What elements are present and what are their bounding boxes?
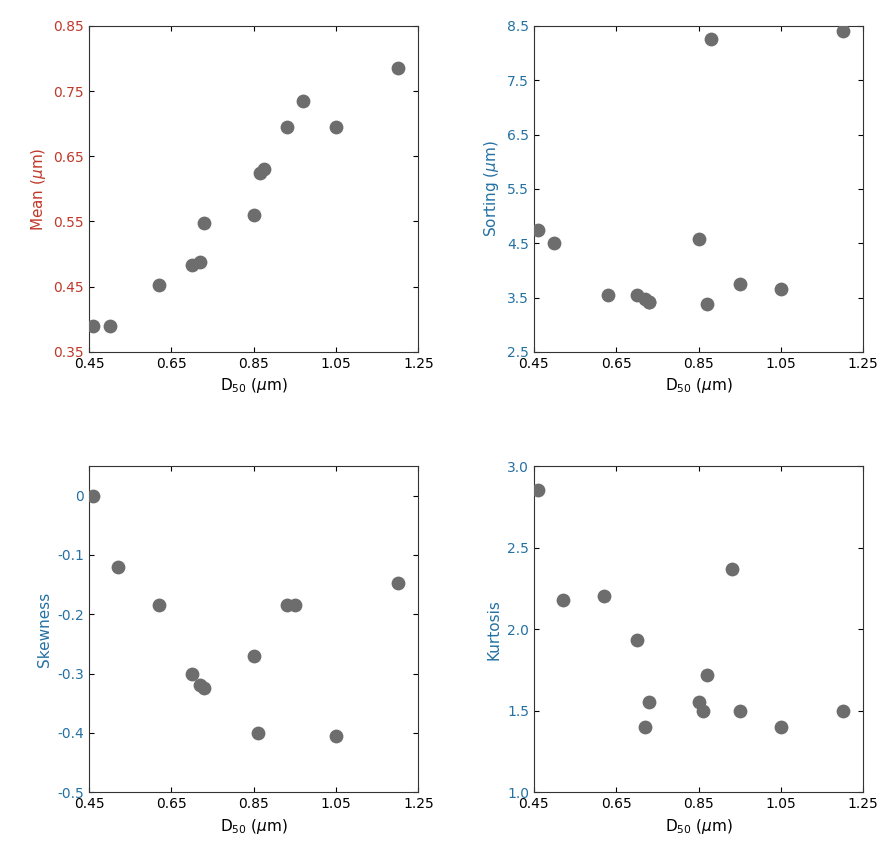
Point: [692, 696, 706, 709]
Point: [732, 277, 747, 291]
Point: [329, 120, 344, 133]
Point: [185, 666, 199, 680]
Point: [251, 726, 265, 740]
Point: [596, 590, 611, 604]
Point: [773, 720, 788, 734]
Y-axis label: Skewness: Skewness: [36, 592, 52, 666]
Point: [692, 232, 706, 246]
Point: [773, 282, 788, 296]
X-axis label: D$_{50}$ ($\mu$m): D$_{50}$ ($\mu$m): [220, 816, 287, 835]
Point: [296, 94, 311, 108]
Point: [247, 649, 261, 663]
Point: [279, 598, 294, 612]
Point: [836, 703, 850, 717]
Point: [724, 562, 739, 576]
X-axis label: D$_{50}$ ($\mu$m): D$_{50}$ ($\mu$m): [665, 816, 732, 835]
Point: [287, 598, 302, 612]
Point: [198, 681, 212, 695]
Point: [638, 720, 652, 734]
X-axis label: D$_{50}$ ($\mu$m): D$_{50}$ ($\mu$m): [220, 376, 287, 395]
Point: [279, 120, 294, 133]
Point: [530, 484, 545, 498]
Point: [185, 257, 199, 271]
Y-axis label: Kurtosis: Kurtosis: [487, 598, 501, 660]
Point: [102, 319, 117, 332]
Point: [638, 292, 652, 306]
Point: [732, 703, 747, 717]
Point: [696, 703, 710, 717]
Point: [86, 319, 101, 332]
Point: [629, 634, 643, 647]
Point: [253, 165, 267, 179]
Point: [193, 255, 207, 269]
Point: [700, 297, 714, 311]
Point: [547, 236, 562, 250]
Point: [152, 598, 166, 612]
Point: [601, 288, 615, 301]
Point: [642, 295, 656, 309]
Point: [700, 668, 714, 682]
Point: [152, 278, 166, 292]
Point: [257, 163, 271, 177]
Point: [555, 593, 570, 607]
Point: [110, 560, 125, 573]
Point: [193, 678, 207, 692]
Y-axis label: Sorting ($\mu$m): Sorting ($\mu$m): [482, 140, 501, 238]
Point: [86, 489, 101, 503]
Point: [198, 216, 212, 230]
Point: [629, 288, 643, 301]
Point: [530, 223, 545, 237]
Point: [391, 61, 405, 75]
Point: [329, 729, 344, 743]
Point: [704, 33, 718, 46]
Point: [642, 295, 656, 309]
Point: [391, 577, 405, 591]
Point: [642, 696, 656, 709]
Point: [247, 208, 261, 222]
X-axis label: D$_{50}$ ($\mu$m): D$_{50}$ ($\mu$m): [665, 376, 732, 395]
Point: [836, 24, 850, 38]
Y-axis label: Mean ($\mu$m): Mean ($\mu$m): [28, 147, 48, 231]
